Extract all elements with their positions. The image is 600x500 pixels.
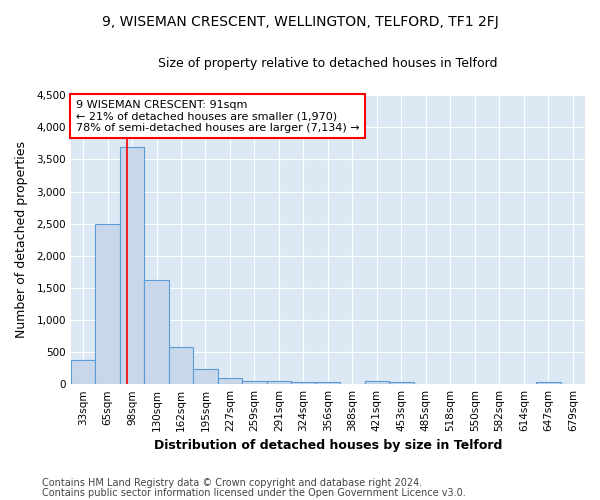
Bar <box>316 382 340 384</box>
Bar <box>389 382 413 384</box>
Bar <box>242 380 266 384</box>
Bar <box>144 280 169 384</box>
Bar <box>71 360 95 384</box>
Bar <box>120 146 144 384</box>
Text: 9, WISEMAN CRESCENT, WELLINGTON, TELFORD, TF1 2FJ: 9, WISEMAN CRESCENT, WELLINGTON, TELFORD… <box>101 15 499 29</box>
X-axis label: Distribution of detached houses by size in Telford: Distribution of detached houses by size … <box>154 440 502 452</box>
Text: Contains public sector information licensed under the Open Government Licence v3: Contains public sector information licen… <box>42 488 466 498</box>
Bar <box>266 382 291 384</box>
Bar <box>95 224 120 384</box>
Bar <box>169 347 193 384</box>
Text: Contains HM Land Registry data © Crown copyright and database right 2024.: Contains HM Land Registry data © Crown c… <box>42 478 422 488</box>
Bar <box>536 382 560 384</box>
Bar <box>365 381 389 384</box>
Bar <box>193 369 218 384</box>
Text: 9 WISEMAN CRESCENT: 91sqm
← 21% of detached houses are smaller (1,970)
78% of se: 9 WISEMAN CRESCENT: 91sqm ← 21% of detac… <box>76 100 359 133</box>
Title: Size of property relative to detached houses in Telford: Size of property relative to detached ho… <box>158 58 497 70</box>
Y-axis label: Number of detached properties: Number of detached properties <box>15 141 28 338</box>
Bar <box>291 382 316 384</box>
Bar <box>218 378 242 384</box>
